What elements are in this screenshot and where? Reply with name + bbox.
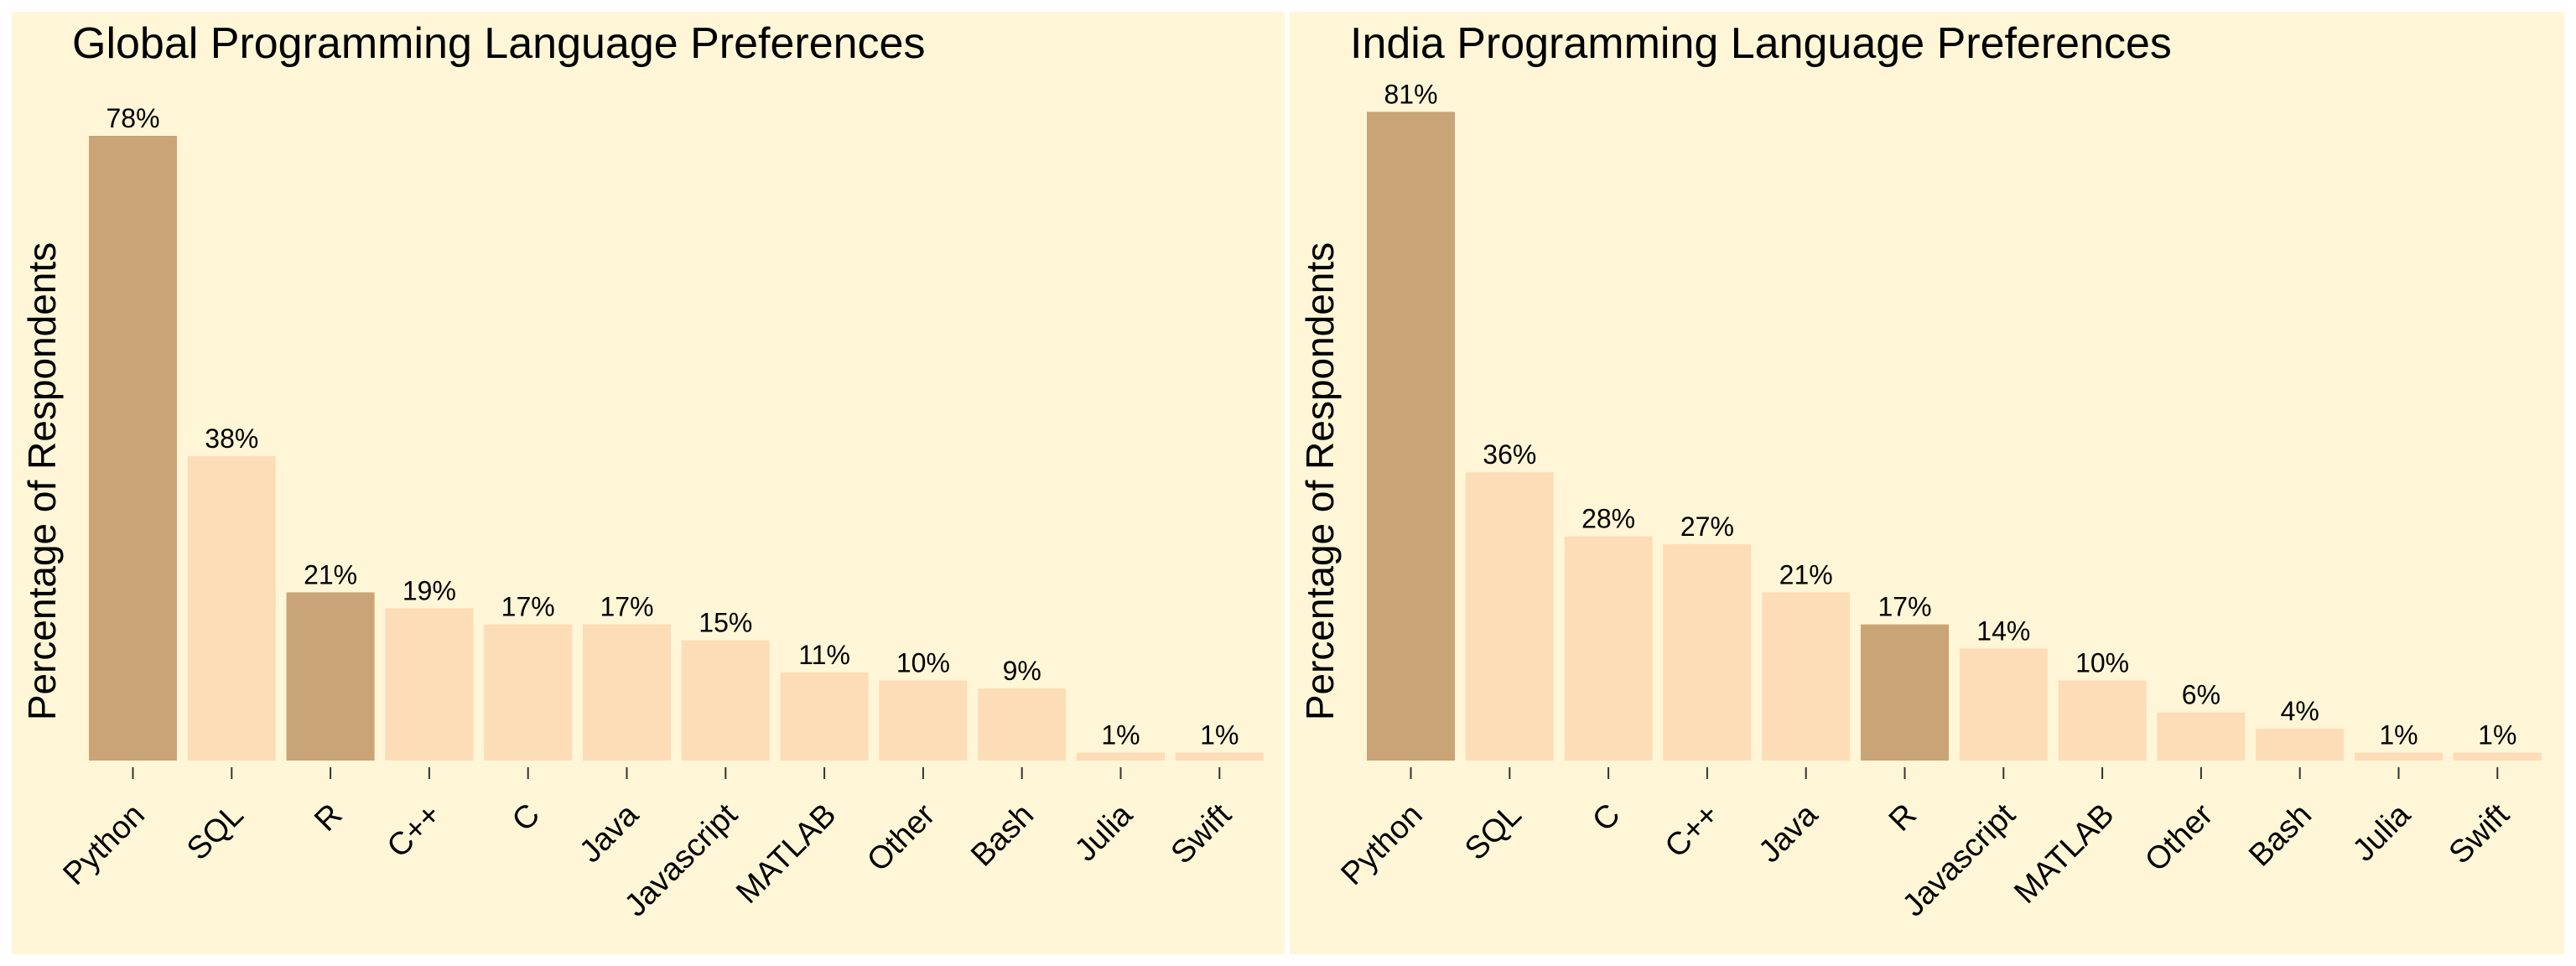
- india-bar-plot: 81% Python 36% SQL 28% C 27% C++ 21% Java 17% R 14% J…: [1335, 79, 2542, 923]
- india-bar-python: [1367, 112, 1455, 761]
- global-bar-plot: 78% Python 38% SQL 21% R 19% C++ 17% C 17% Java 15% J…: [57, 103, 1264, 923]
- global-data-label-other: 10%: [896, 647, 950, 678]
- global-data-label-sql: 38%: [205, 423, 258, 454]
- global-bar-cpp: [385, 608, 474, 761]
- india-x-tick-label-r: R: [1883, 797, 1924, 839]
- global-x-tick-label-cpp: C++: [381, 797, 448, 865]
- india-bar-cpp: [1663, 544, 1752, 761]
- global-x-tick-label-sql: SQL: [180, 797, 250, 867]
- global-data-label-c: 17%: [501, 592, 555, 622]
- india-x-tick-label-cpp: C++: [1659, 797, 1726, 865]
- india-bar-bash: [2256, 728, 2345, 761]
- global-bar-bash: [978, 688, 1067, 761]
- india-x-tick-label-bash: Bash: [2242, 797, 2319, 874]
- global-x-tick-label-julia: Julia: [1068, 797, 1140, 869]
- global-data-label-python: 78%: [106, 103, 159, 133]
- global-x-tick-label-other: Other: [860, 797, 942, 878]
- india-data-label-python: 81%: [1384, 79, 1437, 109]
- india-bar-javascript: [1959, 648, 2048, 761]
- global-data-label-bash: 9%: [1003, 656, 1041, 686]
- global-bar-javascript: [681, 640, 770, 761]
- india-x-tick-label-matlab: MATLAB: [2007, 797, 2121, 911]
- global-bar-c: [484, 624, 573, 761]
- global-x-tick-label-r: R: [308, 797, 349, 839]
- india-data-label-cpp: 27%: [1680, 512, 1734, 542]
- global-chart-title: Global Programming Language Preferences: [72, 19, 926, 68]
- global-bar-python: [89, 136, 177, 761]
- india-bar-c: [1564, 536, 1653, 761]
- india-data-label-bash: 4%: [2281, 696, 2319, 726]
- india-data-label-matlab: 10%: [2075, 647, 2129, 678]
- global-data-label-java: 17%: [600, 592, 653, 622]
- india-bar-matlab: [2058, 680, 2147, 761]
- global-bar-other: [879, 680, 968, 761]
- india-x-tick-label-swift: Swift: [2443, 797, 2516, 870]
- india-bar-r: [1861, 624, 1949, 761]
- india-data-label-r: 17%: [1877, 592, 1931, 622]
- global-bar-r: [286, 592, 375, 761]
- india-bar-other: [2157, 712, 2246, 761]
- global-data-label-cpp: 19%: [402, 576, 456, 606]
- global-data-label-swift: 1%: [1200, 719, 1239, 750]
- india-data-label-sql: 36%: [1483, 439, 1536, 470]
- global-x-tick-label-matlab: MATLAB: [730, 797, 843, 911]
- global-bar-julia: [1077, 752, 1165, 761]
- global-bar-java: [583, 624, 671, 761]
- india-data-label-julia: 1%: [2379, 719, 2418, 750]
- india-chart-title: India Programming Language Preferences: [1350, 19, 2172, 68]
- india-x-tick-label-other: Other: [2138, 797, 2220, 878]
- global-x-tick-label-c: C: [506, 797, 547, 839]
- india-data-label-c: 28%: [1581, 504, 1635, 534]
- india-data-label-java: 21%: [1779, 559, 1833, 589]
- global-x-tick-label-java: Java: [573, 797, 646, 870]
- global-bar-swift: [1175, 752, 1264, 761]
- india-bar-sql: [1465, 472, 1554, 761]
- global-x-tick-label-python: Python: [57, 797, 152, 892]
- india-x-tick-label-sql: SQL: [1458, 797, 1528, 867]
- india-data-label-other: 6%: [2182, 680, 2220, 710]
- global-x-tick-label-bash: Bash: [964, 797, 1041, 874]
- india-x-tick-label-c: C: [1586, 797, 1627, 839]
- india-x-tick-label-java: Java: [1753, 797, 1826, 870]
- india-bar-java: [1762, 592, 1851, 761]
- global-bar-sql: [187, 456, 276, 761]
- global-chart-panel: Global Programming Language Preferences …: [12, 12, 1285, 954]
- global-data-label-julia: 1%: [1101, 719, 1140, 750]
- global-data-label-r: 21%: [304, 559, 357, 589]
- global-x-tick-label-swift: Swift: [1165, 797, 1239, 870]
- global-data-label-javascript: 15%: [699, 608, 752, 638]
- india-chart-panel: India Programming Language Preferences P…: [1290, 12, 2564, 954]
- india-bar-julia: [2355, 752, 2443, 761]
- india-data-label-javascript: 14%: [1976, 615, 2030, 646]
- india-x-tick-label-julia: Julia: [2346, 797, 2418, 869]
- global-data-label-matlab: 11%: [798, 640, 850, 670]
- india-data-label-swift: 1%: [2478, 719, 2516, 750]
- india-x-tick-label-python: Python: [1335, 797, 1430, 892]
- india-bar-swift: [2453, 752, 2542, 761]
- global-bar-matlab: [780, 672, 869, 761]
